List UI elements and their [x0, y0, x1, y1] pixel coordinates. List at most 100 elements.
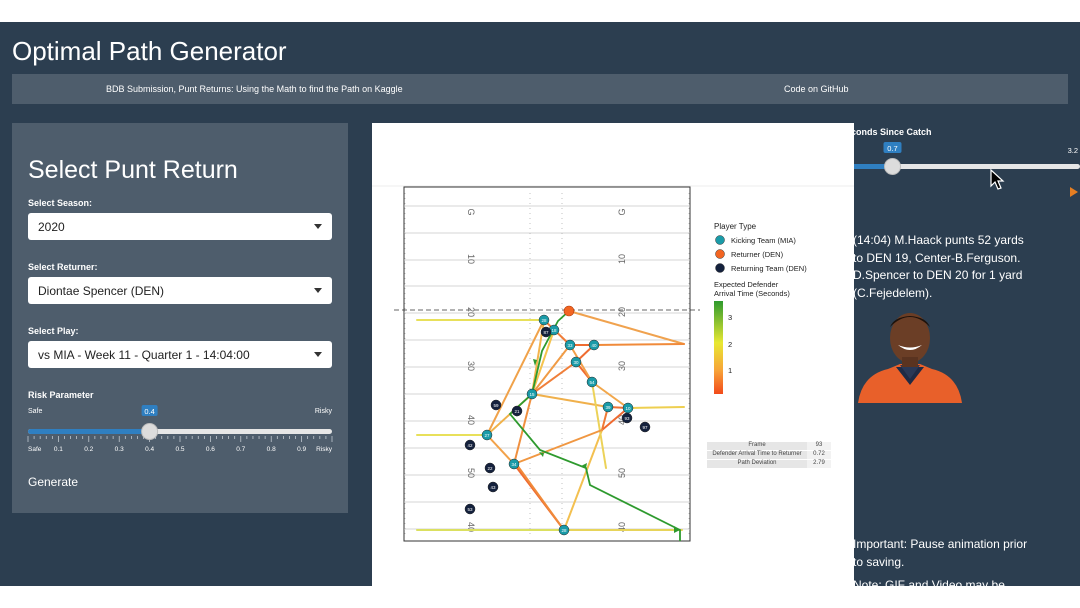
navbar: BDB Submission, Punt Returns: Using the … [12, 74, 1068, 104]
returning-player-number: 93 [624, 416, 630, 421]
time-slider-handle[interactable] [884, 158, 901, 175]
risk-slider[interactable]: Safe Risky Safe 0.1 0.2 0.3 0.4 0.5 0.6 0.7 0.8 0… [26, 403, 336, 453]
gradient-tick-1: 1 [728, 366, 732, 375]
kicking-player [538, 314, 550, 326]
risk-tick-label: 0.9 [297, 446, 306, 453]
risk-slider-handle[interactable] [141, 423, 159, 440]
risk-edges [416, 310, 685, 531]
season-label: Select Season: [28, 198, 93, 208]
kicking-player-number: 18 [551, 328, 557, 333]
field-boundary [403, 186, 691, 542]
svg-text:40: 40 [617, 522, 627, 532]
play-description-line: to DEN 19, Center-B.Ferguson. [853, 250, 1021, 265]
mouse-cursor-icon [990, 168, 1005, 190]
risk-tick-label: 0.3 [115, 446, 124, 453]
legend-kicking-label: Kicking Team (MIA) [731, 236, 796, 245]
returning-player-number: 53 [467, 507, 473, 512]
returning-player [621, 412, 633, 424]
risk-label: Risk Parameter [28, 390, 94, 400]
returner-value: Diontae Spencer (DEN) [38, 284, 165, 298]
returning-player-number: 42 [467, 443, 473, 448]
chevron-down-icon [314, 288, 322, 293]
generate-button[interactable]: Generate [28, 475, 79, 489]
kicking-player-number: 33 [567, 343, 573, 348]
gradient-title-line2: Arrival Time (Seconds) [714, 289, 790, 298]
kicking-player-number: 28 [541, 318, 547, 323]
github-link[interactable]: Code on GitHub [784, 84, 849, 94]
risk-slider-fill [28, 429, 150, 434]
svg-text:20: 20 [617, 307, 627, 317]
returning-team-players: 87 59 21 93 97 42 22 43 53 [464, 326, 651, 515]
kaggle-submission-link[interactable]: BDB Submission, Punt Returns: Using the … [106, 84, 403, 94]
yard-labels-left: G 10 20 30 40 50 40 [466, 208, 476, 532]
returner-player [563, 305, 575, 317]
risk-tick-label: 0.2 [84, 446, 93, 453]
returning-player-number: 97 [642, 425, 648, 430]
returning-player [639, 421, 651, 433]
risk-tick-label: 0.7 [236, 446, 245, 453]
legend-returning-label: Returning Team (DEN) [731, 264, 807, 273]
legend-returning-dot [715, 263, 725, 273]
kicking-player-number: 54 [589, 380, 595, 385]
svg-text:10: 10 [617, 254, 627, 264]
kicking-team-players: 28 18 33 40 30 54 15 39 10 27 34 28 [481, 314, 634, 536]
plot-legend: Player Type Kicking Team (MIA) Returner … [714, 222, 807, 394]
app-window: Optimal Path Generator BDB Submission, P… [0, 22, 1080, 586]
legend-title: Player Type [714, 222, 757, 231]
risk-value-bubble [141, 405, 158, 416]
svg-text:50: 50 [466, 468, 476, 478]
time-slider[interactable]: 3.2 0.7 [838, 140, 1080, 180]
gradient-tick-2: 2 [728, 340, 732, 349]
gradient-tick-3: 3 [728, 313, 732, 322]
svg-text:40: 40 [466, 522, 476, 532]
legend-kicking-dot [715, 235, 725, 245]
svg-text:30: 30 [466, 361, 476, 371]
note-line: Important: Pause animation prior [853, 537, 1028, 551]
time-slider-label: Seconds Since Catch [840, 127, 932, 137]
returner-headshot [856, 309, 964, 403]
kicking-player-number: 28 [561, 528, 567, 533]
play-value: vs MIA - Week 11 - Quarter 1 - 14:04:00 [38, 348, 250, 362]
returning-player [484, 462, 496, 474]
gradient-bar [714, 301, 723, 394]
risk-value: 0.4 [144, 407, 154, 416]
returning-player-number: 59 [493, 403, 499, 408]
play-description-line: D.Spencer to DEN 20 for 1 yard [853, 268, 1023, 282]
chevron-down-icon [314, 352, 322, 357]
legend-returner-label: Returner (DEN) [731, 250, 784, 259]
time-value: 0.7 [887, 144, 897, 153]
play-description-line: (14:04) M.Haack punts 52 yards [853, 233, 1024, 247]
kicking-player [508, 458, 520, 470]
note-line: to saving. [853, 554, 905, 569]
legend-returner-dot [715, 249, 725, 259]
note-line: Note: GIF and Video may be [853, 578, 1005, 586]
table-row: Frame 93 [707, 442, 831, 451]
kicking-player-number: 34 [511, 462, 517, 467]
returning-player-number: 87 [543, 330, 549, 335]
play-animation-icon[interactable] [1068, 186, 1080, 198]
returner-select[interactable]: Diontae Spencer (DEN) [28, 277, 332, 304]
svg-text:50: 50 [617, 468, 627, 478]
svg-text:G: G [617, 208, 627, 215]
returning-player [511, 405, 523, 417]
table-row: Defender Arrival Time to Returner 0.72 [707, 451, 831, 460]
risk-tick-label: 0.5 [175, 446, 184, 453]
svg-text:40: 40 [466, 415, 476, 425]
kicking-player [564, 339, 576, 351]
svg-text:30: 30 [617, 361, 627, 371]
kicking-player [526, 388, 538, 400]
kicking-player-number: 27 [484, 433, 490, 438]
table-row: Path Deviation 2.79 [707, 460, 831, 469]
field-diagram: G 10 20 30 40 50 40 G 10 20 30 40 50 40 [372, 185, 854, 542]
returner-label: Select Returner: [28, 262, 98, 272]
play-select[interactable]: vs MIA - Week 11 - Quarter 1 - 14:04:00 [28, 341, 332, 368]
kicking-player-number: 40 [591, 343, 597, 348]
play-label: Select Play: [28, 326, 79, 336]
sidebar-heading: Select Punt Return [28, 156, 238, 184]
play-description: (14:04) M.Haack punts 52 yards to DEN 19… [853, 232, 1024, 302]
risk-tick-label: 0.8 [267, 446, 276, 453]
season-select[interactable]: 2020 [28, 213, 332, 240]
kicking-player [558, 524, 570, 536]
time-value-bubble [883, 142, 902, 153]
frame-info-table: Frame 93 Defender Arrival Time to Returne… [707, 442, 831, 469]
